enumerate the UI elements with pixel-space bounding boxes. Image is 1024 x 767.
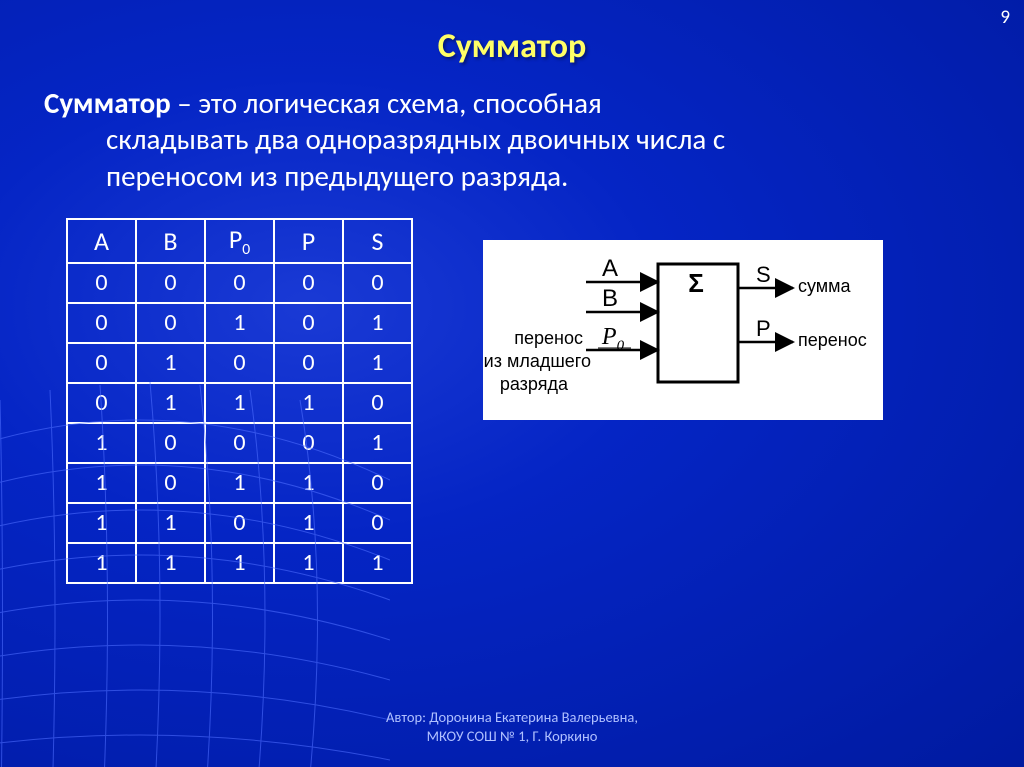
label-P: P xyxy=(756,316,771,341)
table-cell: 1 xyxy=(205,543,274,583)
table-cell: 1 xyxy=(205,383,274,423)
table-row: 11111 xyxy=(67,543,412,583)
table-cell: 0 xyxy=(274,423,343,463)
adder-diagram: Σ A B P0 перенос из младшего разряда S с… xyxy=(483,240,883,420)
label-S-desc: сумма xyxy=(798,276,852,296)
table-cell: 1 xyxy=(205,303,274,343)
truth-table: A B P0 P S 00000001010100101110100011011… xyxy=(66,218,413,584)
col-S: S xyxy=(343,219,412,263)
table-row: 01110 xyxy=(67,383,412,423)
table-cell: 0 xyxy=(136,303,205,343)
table-row: 00101 xyxy=(67,303,412,343)
table-cell: 0 xyxy=(67,343,136,383)
sigma-symbol: Σ xyxy=(688,268,704,298)
slide-number: 9 xyxy=(1000,6,1010,29)
col-B: B xyxy=(136,219,205,263)
table-header-row: A B P0 P S xyxy=(67,219,412,263)
label-A: A xyxy=(602,255,618,282)
label-carry-l3: разряда xyxy=(500,374,569,394)
definition-line3: переносом из предыдущего разряда. xyxy=(44,158,954,194)
table-cell: 1 xyxy=(343,343,412,383)
label-S: S xyxy=(756,262,771,287)
table-cell: 1 xyxy=(67,543,136,583)
table-cell: 0 xyxy=(136,263,205,303)
table-cell: 0 xyxy=(343,463,412,503)
table-cell: 1 xyxy=(274,543,343,583)
definition-paragraph: Сумматор – это логическая схема, способн… xyxy=(0,67,1024,194)
table-cell: 0 xyxy=(205,423,274,463)
col-P0: P0 xyxy=(205,219,274,263)
table-cell: 1 xyxy=(136,543,205,583)
table-cell: 1 xyxy=(67,463,136,503)
table-cell: 0 xyxy=(343,263,412,303)
definition-sep: – xyxy=(171,85,199,121)
table-cell: 0 xyxy=(136,463,205,503)
table-row: 10001 xyxy=(67,423,412,463)
table-cell: 1 xyxy=(343,423,412,463)
table-cell: 1 xyxy=(274,383,343,423)
table-cell: 1 xyxy=(343,543,412,583)
table-cell: 1 xyxy=(274,503,343,543)
label-P0: P0 xyxy=(601,324,625,354)
table-row: 10110 xyxy=(67,463,412,503)
definition-term: Сумматор xyxy=(44,85,171,121)
definition-line2: складывать два одноразрядных двоичных чи… xyxy=(44,121,954,157)
table-cell: 0 xyxy=(343,383,412,423)
label-B: B xyxy=(602,285,618,312)
table-cell: 1 xyxy=(67,503,136,543)
footer-line2: МКОУ СОШ № 1, Г. Коркино xyxy=(0,727,1024,747)
table-cell: 1 xyxy=(205,463,274,503)
col-P: P xyxy=(274,219,343,263)
table-row: 11010 xyxy=(67,503,412,543)
table-cell: 0 xyxy=(67,303,136,343)
table-cell: 1 xyxy=(136,383,205,423)
table-row: 01001 xyxy=(67,343,412,383)
table-cell: 1 xyxy=(274,463,343,503)
footer: Автор: Доронина Екатерина Валерьевна, МК… xyxy=(0,708,1024,747)
table-cell: 0 xyxy=(274,263,343,303)
table-cell: 1 xyxy=(136,343,205,383)
definition-line1: это логическая схема, способная xyxy=(198,85,601,121)
table-cell: 0 xyxy=(67,263,136,303)
table-cell: 0 xyxy=(67,383,136,423)
table-cell: 0 xyxy=(274,303,343,343)
table-cell: 0 xyxy=(136,423,205,463)
slide-title: Сумматор xyxy=(0,0,1024,67)
label-carry-l2: из младшего xyxy=(484,351,591,371)
label-P-desc: перенос xyxy=(798,330,867,350)
table-row: 00000 xyxy=(67,263,412,303)
footer-line1: Автор: Доронина Екатерина Валерьевна, xyxy=(0,708,1024,728)
table-cell: 0 xyxy=(205,503,274,543)
label-carry-l1: перенос xyxy=(514,328,583,348)
table-cell: 1 xyxy=(67,423,136,463)
table-cell: 0 xyxy=(274,343,343,383)
table-cell: 1 xyxy=(343,303,412,343)
table-cell: 0 xyxy=(205,343,274,383)
table-cell: 1 xyxy=(136,503,205,543)
col-A: A xyxy=(67,219,136,263)
table-cell: 0 xyxy=(343,503,412,543)
table-cell: 0 xyxy=(205,263,274,303)
